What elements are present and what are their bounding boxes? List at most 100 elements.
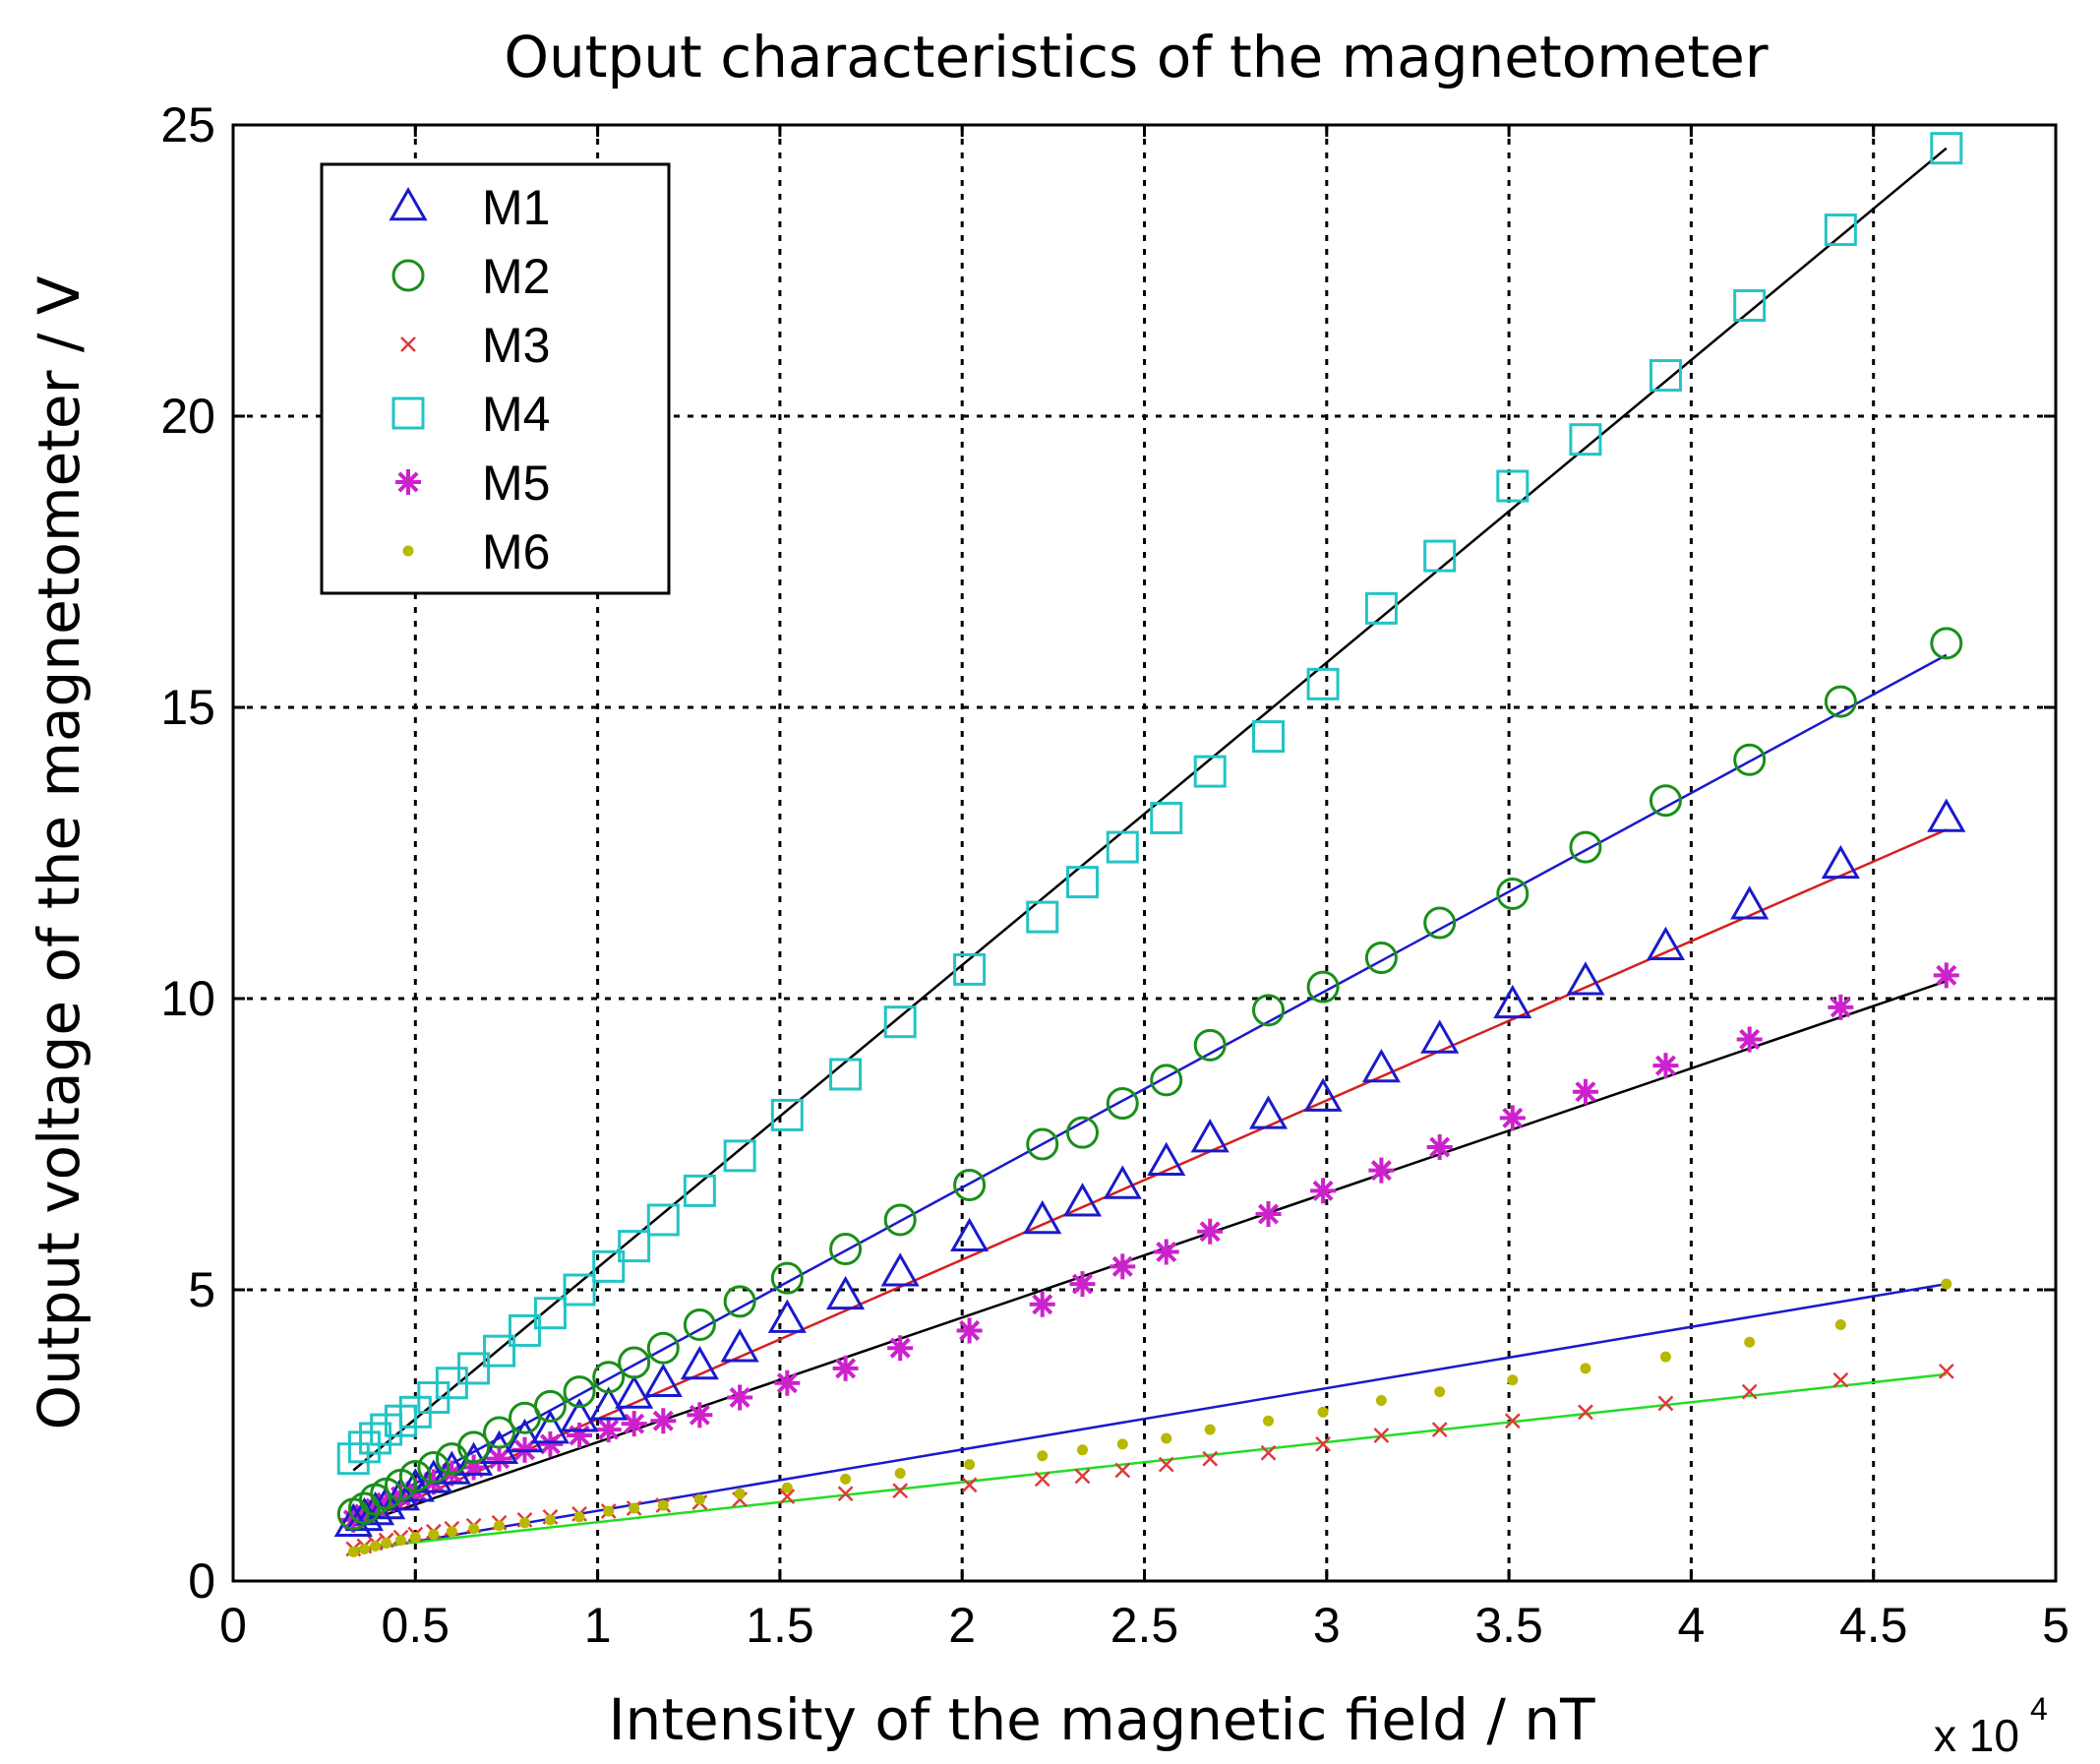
- point-m4-33: [1649, 359, 1682, 393]
- point-m4-22: [1026, 900, 1059, 934]
- point-m4-18: [770, 1098, 804, 1131]
- point-m4-34: [1733, 289, 1767, 323]
- point-m1-9: [479, 1429, 519, 1465]
- point-m4-14: [618, 1230, 651, 1263]
- point-m4-29: [1364, 591, 1398, 625]
- point-m1-17: [720, 1328, 759, 1363]
- x-tick-label: 2: [948, 1598, 976, 1653]
- point-m4-10: [508, 1313, 541, 1347]
- point-m1-26: [1190, 1119, 1230, 1153]
- point-m1-11: [530, 1410, 570, 1444]
- data-markers: [333, 132, 1966, 1557]
- point-m3-26: [1202, 1450, 1219, 1467]
- point-m5-20: [887, 1335, 914, 1362]
- point-m6-7: [446, 1526, 457, 1538]
- point-m5-11: [537, 1430, 564, 1457]
- x-multiplier: x 10 4: [1934, 1691, 2048, 1761]
- point-m2-14: [618, 1346, 651, 1379]
- point-m6-8: [468, 1523, 480, 1535]
- x-multiplier-base: x 10: [1934, 1710, 2019, 1761]
- point-m2-15: [646, 1331, 680, 1365]
- point-m6-36: [1941, 1278, 1952, 1290]
- point-m1-30: [1420, 1019, 1460, 1054]
- point-m3-19: [837, 1486, 854, 1502]
- point-m6-3: [381, 1538, 392, 1550]
- point-m1-35: [1821, 844, 1860, 880]
- point-m5-35: [1828, 994, 1854, 1020]
- point-m5-17: [727, 1384, 753, 1411]
- point-m5-16: [687, 1402, 713, 1429]
- point-m1-25: [1147, 1141, 1186, 1177]
- point-m1-6: [414, 1459, 453, 1493]
- point-m6-24: [1116, 1438, 1128, 1450]
- point-m2-13: [592, 1361, 626, 1394]
- point-m2-11: [533, 1389, 567, 1423]
- point-m2-26: [1193, 1028, 1227, 1062]
- point-m4-30: [1423, 539, 1457, 573]
- point-m1-33: [1646, 926, 1686, 960]
- point-m3-22: [1034, 1471, 1050, 1488]
- point-m6-27: [1263, 1415, 1275, 1427]
- point-m2-30: [1423, 906, 1457, 940]
- point-m3-28: [1315, 1435, 1331, 1452]
- point-m6-35: [1834, 1319, 1846, 1331]
- point-m1-23: [1062, 1183, 1103, 1217]
- point-m1-12: [560, 1398, 599, 1432]
- point-m4-23: [1065, 866, 1099, 899]
- fit-line-m6: [353, 1282, 1948, 1553]
- point-m2-19: [829, 1233, 863, 1266]
- legend: M1 M2 M3 M4 M5 M6: [320, 162, 671, 595]
- point-m2-35: [1824, 685, 1857, 718]
- point-m6-22: [1037, 1450, 1049, 1462]
- point-m4-12: [563, 1273, 596, 1307]
- point-m1-14: [615, 1374, 654, 1409]
- point-m2-24: [1106, 1087, 1139, 1121]
- point-m6-0: [347, 1546, 359, 1557]
- point-m4-36: [1930, 132, 1963, 165]
- point-m1-29: [1361, 1049, 1401, 1083]
- point-m2-12: [563, 1375, 596, 1409]
- point-m6-32: [1580, 1363, 1591, 1374]
- legend-marker-m2: [391, 259, 425, 292]
- y-tick-label: 0: [188, 1553, 215, 1609]
- point-m2-28: [1306, 970, 1340, 1004]
- point-m1-24: [1103, 1165, 1142, 1199]
- point-m4-27: [1252, 720, 1286, 754]
- point-m6-11: [544, 1514, 556, 1526]
- legend-label-m3: M3: [482, 318, 550, 373]
- point-m5-26: [1197, 1218, 1224, 1245]
- point-m1-16: [680, 1345, 719, 1380]
- point-m5-15: [650, 1408, 677, 1434]
- point-m3-32: [1578, 1404, 1593, 1421]
- point-m4-13: [592, 1249, 626, 1283]
- point-m2-29: [1364, 942, 1398, 975]
- y-tick-label: 10: [160, 971, 215, 1026]
- legend-label-m2: M2: [482, 249, 550, 304]
- point-m5-27: [1255, 1201, 1282, 1228]
- point-m2-27: [1252, 994, 1286, 1027]
- point-m2-16: [683, 1308, 716, 1342]
- point-m2-21: [953, 1168, 987, 1201]
- x-tick-label: 0.5: [382, 1598, 450, 1653]
- legend-marker-m1: [389, 186, 428, 221]
- point-m4-20: [883, 1005, 917, 1039]
- point-m3-34: [1741, 1383, 1758, 1400]
- point-m1-4: [381, 1477, 421, 1511]
- x-tick-label: 1: [584, 1598, 612, 1653]
- point-m5-8: [460, 1454, 487, 1481]
- y-tick-label: 15: [160, 680, 215, 735]
- point-m4-32: [1569, 423, 1602, 456]
- point-m6-17: [734, 1488, 746, 1499]
- legend-label-m4: M4: [482, 387, 550, 442]
- x-multiplier-exponent: 4: [2030, 1691, 2048, 1727]
- x-axis-label: Intensity of the magnetic field / nT: [608, 1686, 1595, 1753]
- legend-label-m6: M6: [482, 524, 550, 579]
- point-m2-32: [1569, 830, 1602, 864]
- point-m6-10: [518, 1517, 530, 1529]
- point-m4-1: [347, 1430, 381, 1464]
- axis-ticks: 0 0.5 1 1.5 2 2.5 3 3.5 4 4.5 5 0 5 10 15 20 25: [160, 97, 2070, 1653]
- point-m1-34: [1730, 885, 1770, 920]
- series-m1: [333, 798, 1966, 1538]
